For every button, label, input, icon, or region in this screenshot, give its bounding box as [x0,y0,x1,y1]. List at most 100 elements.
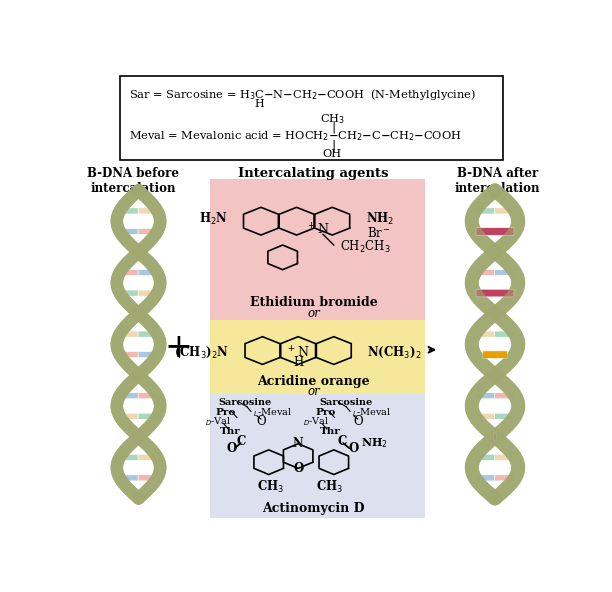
FancyBboxPatch shape [476,454,495,461]
FancyBboxPatch shape [494,269,515,276]
FancyBboxPatch shape [476,413,495,419]
Text: (CH$_3$)$_2$N: (CH$_3$)$_2$N [174,345,229,360]
FancyBboxPatch shape [476,289,514,297]
Text: $_L$-Meval: $_L$-Meval [253,406,293,419]
Text: C: C [237,435,246,448]
FancyBboxPatch shape [495,249,496,255]
Text: $_D$-Val: $_D$-Val [304,415,330,428]
FancyBboxPatch shape [120,392,139,399]
Text: $_D$-Val: $_D$-Val [205,415,232,428]
Text: Ethidium bromide: Ethidium bromide [250,295,378,308]
FancyBboxPatch shape [138,496,140,501]
FancyBboxPatch shape [494,249,495,255]
FancyBboxPatch shape [210,179,425,321]
Text: Sar = Sarcosine = H$_3$C$\mathbf{-}$N$\mathbf{-}$CH$_2$$\mathbf{-}$COOH  (N-Meth: Sar = Sarcosine = H$_3$C$\mathbf{-}$N$\m… [129,86,476,102]
Text: O: O [256,415,266,428]
Text: N(CH$_3$)$_2$: N(CH$_3$)$_2$ [367,345,422,360]
Text: B-DNA before
intercalation: B-DNA before intercalation [87,168,179,195]
Text: NH$_2$: NH$_2$ [365,211,394,227]
FancyBboxPatch shape [120,76,502,160]
Text: Thr: Thr [220,427,241,436]
Text: O: O [226,442,237,455]
FancyBboxPatch shape [138,249,140,255]
FancyBboxPatch shape [120,454,139,461]
FancyBboxPatch shape [494,208,515,214]
Text: N: N [293,437,304,451]
FancyBboxPatch shape [494,331,515,337]
FancyBboxPatch shape [138,331,157,337]
FancyBboxPatch shape [120,269,139,276]
FancyBboxPatch shape [476,208,495,214]
FancyBboxPatch shape [210,394,425,517]
FancyBboxPatch shape [138,392,157,399]
Text: Intercalating agents: Intercalating agents [239,168,389,181]
FancyBboxPatch shape [482,351,507,359]
Text: O: O [354,415,364,428]
FancyBboxPatch shape [138,208,157,214]
FancyBboxPatch shape [138,187,140,194]
FancyBboxPatch shape [138,290,157,296]
FancyBboxPatch shape [120,331,139,337]
Text: $^+$N: $^+$N [286,345,310,361]
Text: +: + [165,332,193,364]
FancyBboxPatch shape [138,434,140,440]
FancyBboxPatch shape [494,413,515,419]
FancyBboxPatch shape [476,269,495,276]
FancyBboxPatch shape [138,269,157,276]
Text: or: or [307,385,320,398]
Text: CH$_2$CH$_3$: CH$_2$CH$_3$ [340,239,391,255]
Text: C: C [338,435,347,448]
FancyBboxPatch shape [138,475,157,481]
FancyBboxPatch shape [495,311,496,317]
Text: CH$_3$: CH$_3$ [319,112,345,126]
FancyBboxPatch shape [120,208,139,214]
Text: $_L$-Meval: $_L$-Meval [353,406,392,419]
Text: OH: OH [323,149,342,159]
FancyBboxPatch shape [495,372,496,378]
Text: Actinomycin D: Actinomycin D [263,502,365,515]
FancyBboxPatch shape [494,187,495,194]
FancyBboxPatch shape [495,187,496,194]
Text: Meval = Mevalonic acid = HOCH$_2$$\mathbf{-}$CH$_2$$\mathbf{-}$C$\mathbf{-}$CH$_: Meval = Mevalonic acid = HOCH$_2$$\mathb… [129,130,462,143]
Text: H$_2$N: H$_2$N [199,211,228,227]
Text: CH$_3$: CH$_3$ [258,479,285,495]
FancyBboxPatch shape [493,433,496,440]
FancyBboxPatch shape [120,290,139,296]
Text: |: | [331,121,335,134]
Text: Acridine orange: Acridine orange [257,375,370,388]
FancyBboxPatch shape [476,392,495,399]
FancyBboxPatch shape [494,311,495,317]
Text: NH$_2$: NH$_2$ [361,436,388,450]
FancyBboxPatch shape [476,475,495,481]
FancyBboxPatch shape [120,475,139,481]
FancyBboxPatch shape [494,496,495,501]
Text: or: or [307,307,320,320]
Text: O: O [349,442,359,455]
FancyBboxPatch shape [138,413,157,419]
FancyBboxPatch shape [494,392,515,399]
FancyBboxPatch shape [120,352,139,358]
Text: Sarcosine: Sarcosine [219,398,272,407]
FancyBboxPatch shape [120,413,139,419]
FancyBboxPatch shape [120,229,139,234]
FancyBboxPatch shape [210,320,425,397]
FancyBboxPatch shape [476,227,514,235]
Text: Pro: Pro [316,408,336,417]
Text: B-DNA after
intercalation: B-DNA after intercalation [455,168,540,195]
FancyBboxPatch shape [494,372,495,378]
Text: H: H [293,356,304,369]
Text: H: H [255,99,264,109]
Text: $^+$N: $^+$N [307,223,330,238]
Text: Pro: Pro [216,408,236,417]
FancyBboxPatch shape [138,229,157,234]
FancyBboxPatch shape [138,372,140,378]
FancyBboxPatch shape [138,352,157,358]
FancyBboxPatch shape [138,311,140,317]
FancyBboxPatch shape [476,331,495,337]
Text: |: | [331,139,335,152]
FancyBboxPatch shape [494,475,515,481]
Text: O: O [293,462,304,475]
FancyBboxPatch shape [495,496,496,501]
Text: Thr: Thr [319,427,340,436]
FancyBboxPatch shape [494,454,515,461]
